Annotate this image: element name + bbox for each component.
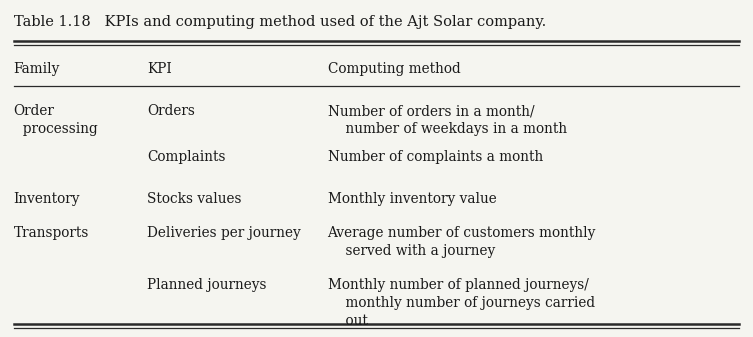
Text: Monthly inventory value: Monthly inventory value xyxy=(328,192,496,206)
Text: Table 1.18   KPIs and computing method used of the Ajt Solar company.: Table 1.18 KPIs and computing method use… xyxy=(14,15,546,29)
Text: Number of complaints a month: Number of complaints a month xyxy=(328,150,543,164)
Text: Orders: Orders xyxy=(147,104,195,119)
Text: KPI: KPI xyxy=(147,62,172,76)
Text: Computing method: Computing method xyxy=(328,62,460,76)
Text: Complaints: Complaints xyxy=(147,150,225,164)
Text: Order
  processing: Order processing xyxy=(14,104,97,136)
Text: Inventory: Inventory xyxy=(14,192,80,206)
Text: Deliveries per journey: Deliveries per journey xyxy=(147,226,300,240)
Text: Monthly number of planned journeys/
    monthly number of journeys carried
    o: Monthly number of planned journeys/ mont… xyxy=(328,278,595,328)
Text: Planned journeys: Planned journeys xyxy=(147,278,267,292)
Text: Average number of customers monthly
    served with a journey: Average number of customers monthly serv… xyxy=(328,226,596,258)
Text: Family: Family xyxy=(14,62,60,76)
Text: Stocks values: Stocks values xyxy=(147,192,241,206)
Text: Transports: Transports xyxy=(14,226,89,240)
Text: Number of orders in a month/
    number of weekdays in a month: Number of orders in a month/ number of w… xyxy=(328,104,567,136)
